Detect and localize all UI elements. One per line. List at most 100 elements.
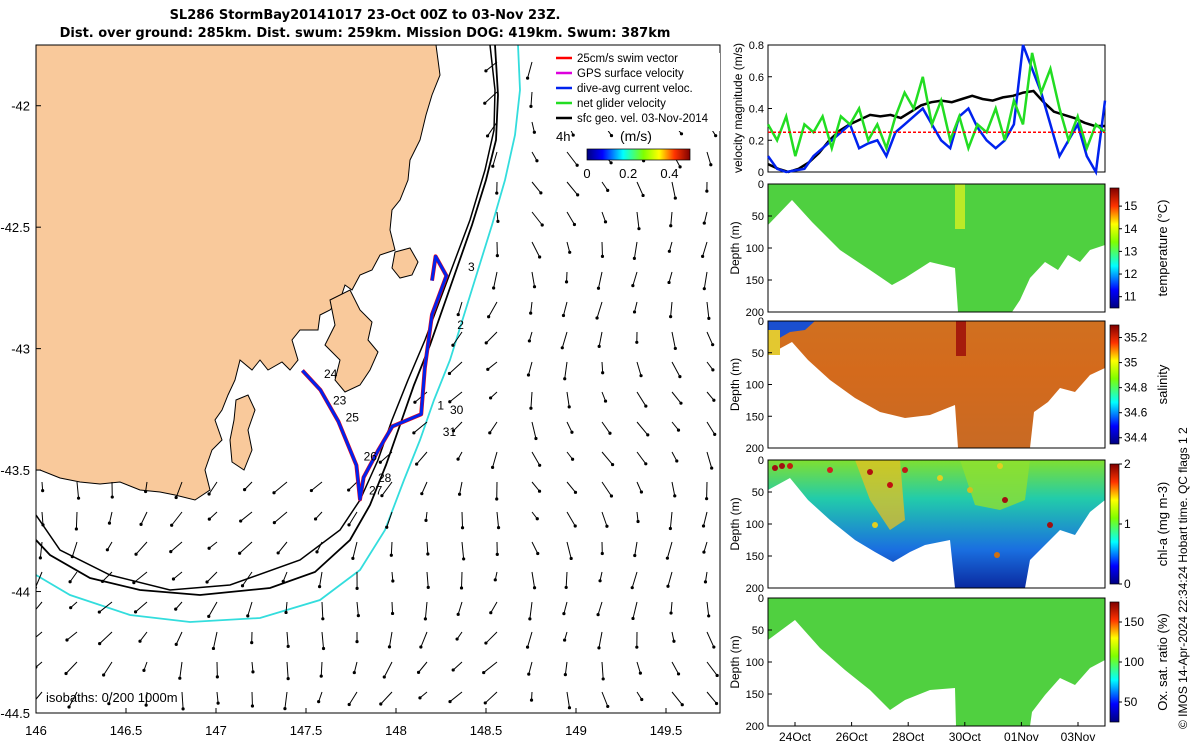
chl-sample-dot	[937, 475, 943, 481]
velocity-arrow	[601, 361, 604, 373]
velocity-arrow-head	[532, 586, 537, 590]
velocity-arrow-head	[537, 489, 542, 493]
velocity-arrow	[426, 571, 429, 588]
depth-tick-label: 50	[752, 348, 764, 360]
velocity-arrow-head	[646, 433, 650, 437]
velocity-arrow	[703, 511, 708, 527]
velocity-arrow	[597, 271, 603, 289]
velocity-arrow-head	[486, 367, 490, 371]
velocity-arrow	[251, 661, 254, 672]
velocity-arrow-head	[675, 459, 679, 463]
velocity-arrow-head	[569, 556, 573, 561]
velocity-arrow-head	[712, 645, 716, 649]
velocity-arrow	[530, 391, 533, 409]
velocity-arrow	[601, 451, 613, 465]
velocity-arrow-head	[412, 431, 416, 435]
velocity-arrow-head	[488, 431, 492, 435]
velocity-arrow-head	[457, 492, 462, 496]
track-day-label: 24	[324, 367, 338, 381]
isobath-1000m	[36, 45, 521, 623]
velocity-arrow	[388, 631, 393, 647]
velocity-arrow	[485, 631, 498, 644]
velocity-arrow	[66, 631, 78, 641]
velocity-arrow-head	[207, 614, 211, 618]
velocity-arrow-head	[207, 546, 211, 550]
colorbar-tick-label: 15	[1124, 199, 1138, 213]
map-x-tick-label: 146	[25, 723, 47, 738]
velocity-arrow	[566, 691, 570, 708]
velocity-arrow-head	[418, 696, 422, 700]
velocity-ylabel: velocity magnitude (m/s)	[731, 43, 745, 173]
velocity-arrow	[530, 91, 533, 107]
velocity-arrow-head	[272, 491, 276, 495]
velocity-arrow-head	[276, 551, 280, 555]
velocity-arrow-head	[97, 610, 101, 614]
velocity-arrow-head	[711, 343, 715, 347]
velocity-arrow-head	[424, 518, 428, 522]
velocity-arrow-head	[174, 607, 178, 611]
colorbar-tick-label: 1	[1124, 517, 1131, 531]
velocity-arrow	[671, 691, 683, 706]
velocity-arrow	[563, 601, 568, 614]
velocity-arrow	[65, 661, 78, 674]
velocity-arrow	[380, 691, 393, 705]
map-x-tick-label: 147.5	[290, 723, 323, 738]
velocity-arrow-head	[391, 579, 395, 583]
velocity-arrow	[670, 301, 673, 317]
velocity-arrow-head	[347, 488, 351, 492]
isobath-200m	[36, 45, 499, 596]
velocity-arrow-head	[636, 519, 640, 524]
velocity-arrow-head	[576, 193, 580, 197]
velocity-arrow-head	[74, 527, 78, 531]
velocity-arrow	[632, 601, 638, 619]
velocity-arrow-head	[673, 494, 677, 498]
velocity-arrow	[531, 451, 541, 466]
velocity-arrow	[597, 601, 603, 615]
velocity-arrow	[636, 421, 649, 436]
temperature-field	[768, 184, 1105, 312]
chl-mid-patch	[960, 460, 1030, 510]
velocity-arrow-head	[286, 677, 290, 681]
velocity-arrow	[667, 571, 673, 587]
velocity-arrow	[601, 181, 609, 191]
velocity-arrow	[566, 421, 573, 433]
velocity-arrow-head	[532, 130, 536, 134]
velocity-arrow	[703, 211, 708, 224]
velocity-arrow-head	[105, 548, 109, 552]
velocity-arrow	[706, 361, 714, 371]
velocity-arrow-head	[451, 429, 456, 433]
velocity-arrow	[488, 301, 498, 317]
depth-tick-label: 200	[746, 307, 764, 319]
chl-sample-dot	[994, 552, 1000, 558]
velocity-arrow-head	[251, 670, 255, 674]
legend-label: sfc geo. vel. 03-Nov-2014	[577, 113, 709, 125]
velocity-arrow-head	[601, 677, 605, 681]
depth-tick-label: 0	[758, 455, 764, 467]
legend-label: 25cm/s swim vector	[577, 53, 678, 65]
colorbar-tick-label: 50	[1124, 695, 1138, 709]
velocity-arrow-head	[317, 700, 321, 704]
velocity-arrow-head	[712, 398, 716, 402]
depth-tick-label: 200	[746, 721, 764, 733]
velocity-arrow-head	[495, 552, 499, 557]
velocity-arrow	[601, 691, 609, 707]
velocity-arrow	[36, 601, 43, 611]
velocity-arrow-head	[701, 254, 705, 258]
velocity-arrow-head	[250, 704, 255, 708]
velocity-arrow-head	[610, 462, 615, 467]
velocity-arrow-head	[286, 644, 290, 648]
velocity-arrow-head	[416, 670, 421, 674]
velocity-arrow	[421, 481, 428, 494]
velocity-arrow	[75, 511, 78, 529]
velocity-arrow-head	[529, 406, 533, 410]
velocity-y-tick-label: 0.2	[749, 135, 764, 147]
velocity-arrow	[702, 241, 708, 257]
velocity-arrow-head	[460, 526, 465, 530]
velocity-arrow-head	[138, 639, 142, 643]
velocity-arrow-head	[567, 405, 571, 409]
velocity-arrow-head	[181, 707, 185, 711]
velocity-arrow-head	[100, 579, 105, 583]
chl-sample-dot	[867, 469, 873, 475]
isobath-label: isobaths: 0 200 1000m	[46, 690, 178, 705]
velocity-arrow-head	[455, 637, 459, 641]
